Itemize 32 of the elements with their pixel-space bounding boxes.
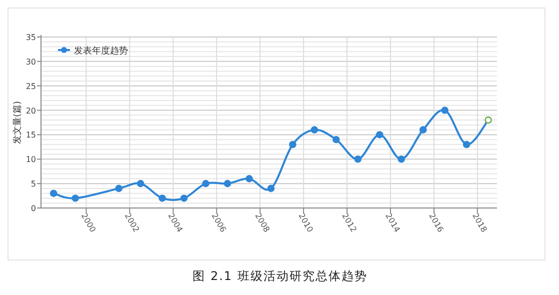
point	[224, 180, 232, 188]
point	[398, 155, 406, 163]
point	[246, 175, 253, 182]
point	[310, 126, 318, 134]
point	[441, 106, 448, 114]
y-tick-label: 0	[30, 204, 36, 213]
legend: 发表年度趋势	[58, 46, 128, 56]
caption: 图 2.1 班级活动研究总体趋势	[192, 269, 368, 283]
point	[180, 194, 188, 202]
y-tick-label: 10	[26, 155, 36, 164]
point	[332, 136, 340, 144]
point	[289, 140, 296, 148]
point	[202, 180, 210, 188]
point	[72, 194, 79, 202]
y-tick-label: 5	[30, 180, 36, 189]
point	[376, 131, 384, 138]
y-tick-label: 30	[26, 57, 36, 66]
point	[462, 140, 470, 148]
point	[158, 194, 166, 202]
point	[419, 126, 427, 134]
point	[484, 116, 492, 124]
y-tick-label: 35	[26, 33, 36, 42]
legend-label: 发表年度趋势	[74, 46, 128, 56]
y-tick-label: 15	[26, 130, 36, 140]
y-tick-label: 20	[26, 106, 36, 116]
point	[50, 190, 58, 197]
y-axis-title: 发文量(篇)	[12, 100, 23, 144]
point	[136, 180, 144, 188]
point	[115, 184, 122, 192]
y-tick-label: 25	[26, 82, 36, 91]
point	[354, 155, 362, 163]
point	[267, 184, 275, 192]
